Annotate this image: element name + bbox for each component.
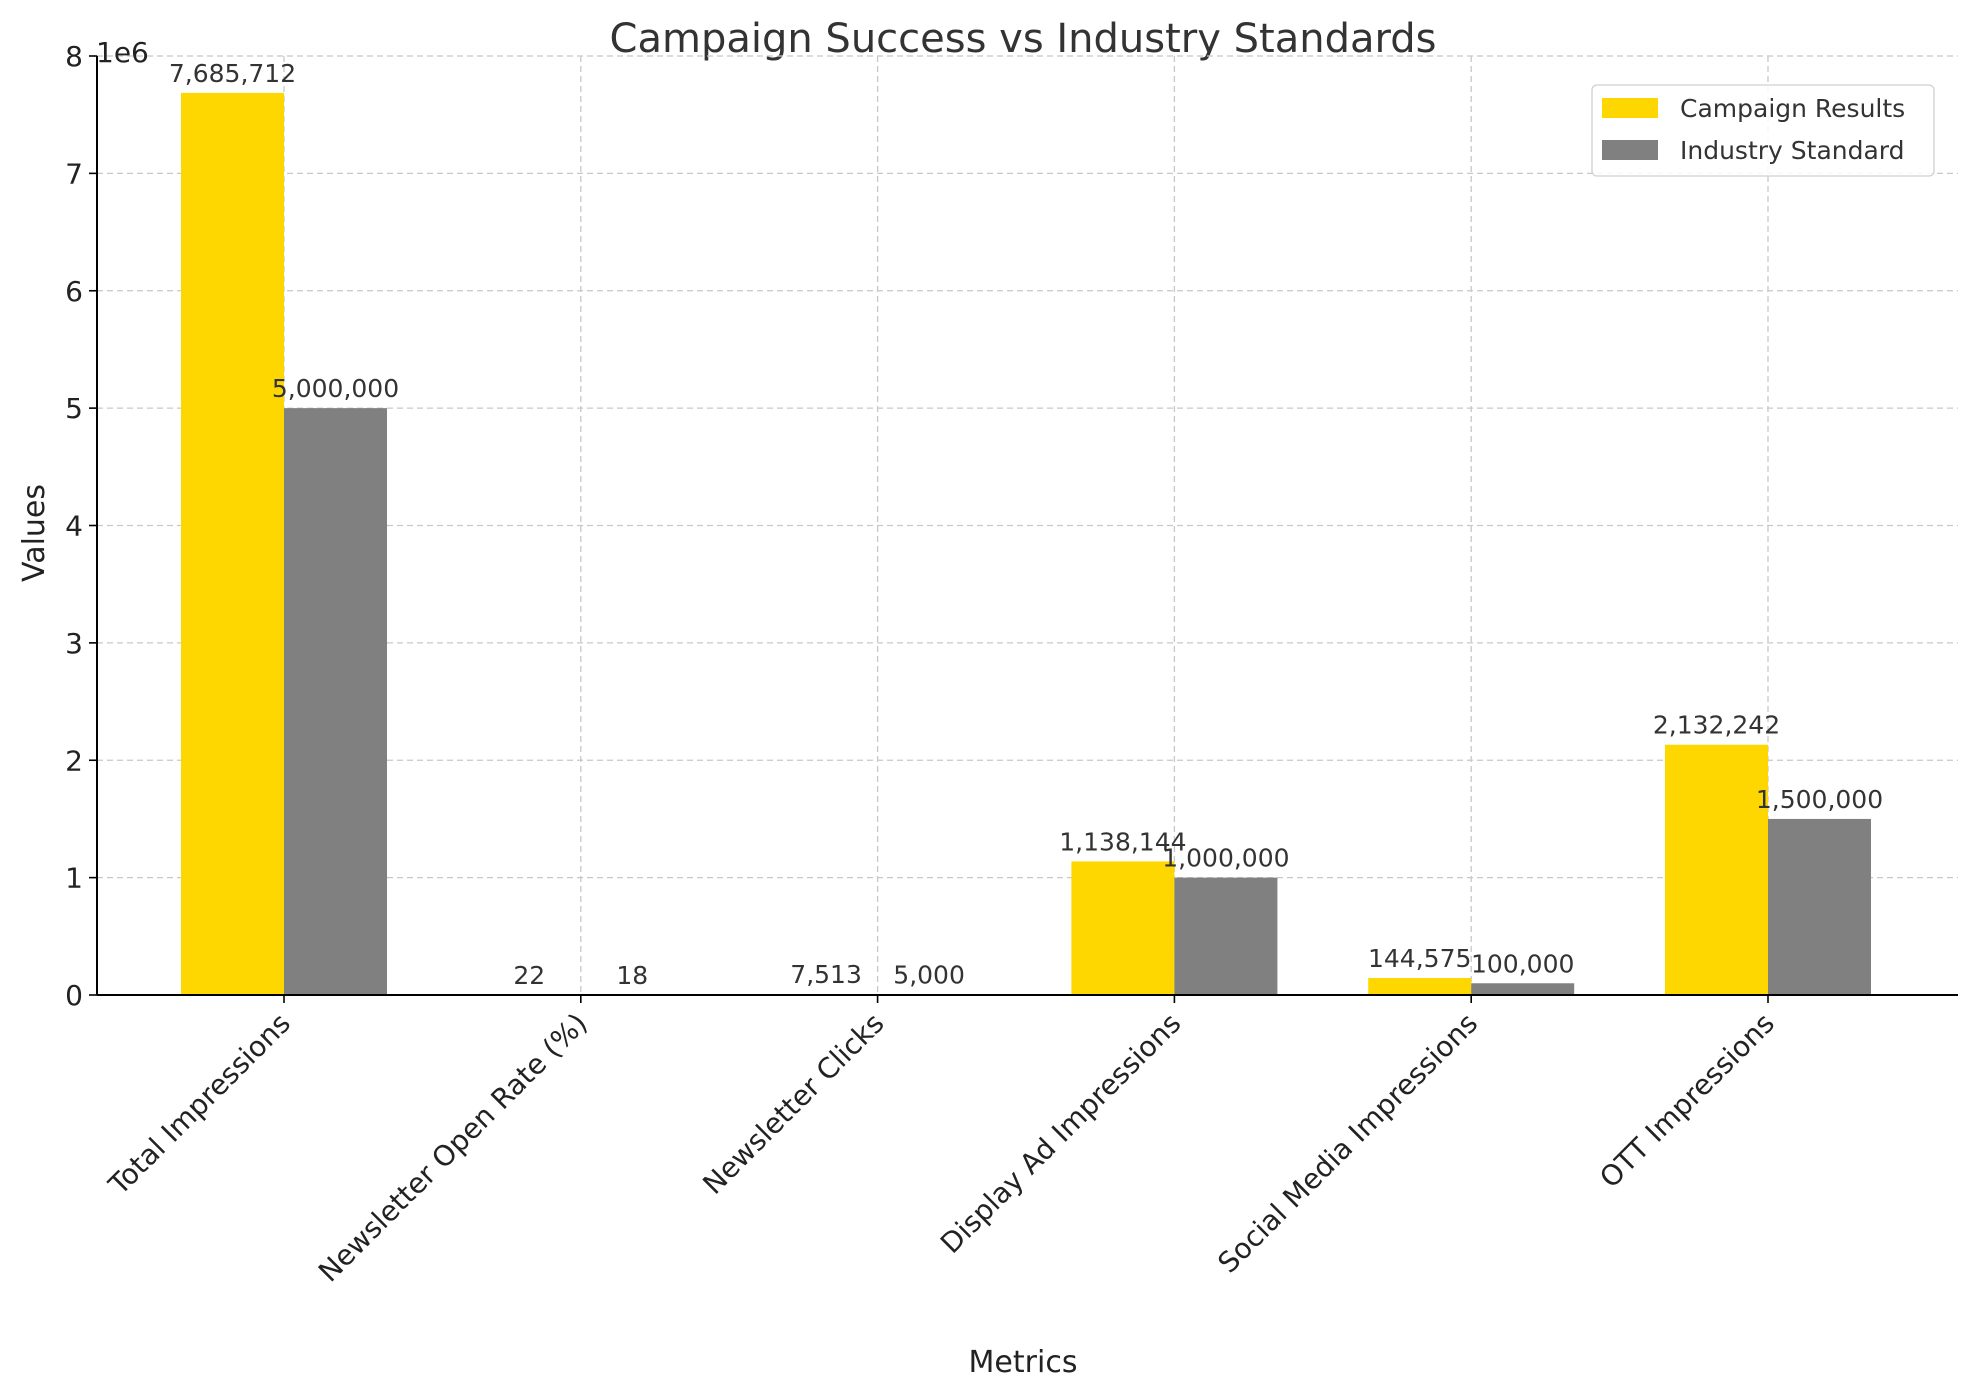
bar-campaign-results-social-media-impressions	[1368, 978, 1472, 995]
y-tick-label: 8	[65, 40, 83, 73]
x-tick-label-total-impressions: Total Impressions	[102, 1007, 297, 1202]
bar-label-industry-standard-ott-impressions: 1,500,000	[1756, 785, 1883, 814]
bar-industry-standard-display-ad-impressions	[1174, 877, 1278, 995]
bar-campaign-results-display-ad-impressions	[1071, 861, 1175, 995]
bar-campaign-results-total-impressions	[181, 92, 284, 996]
legend: Campaign Results Industry Standard	[1591, 84, 1935, 177]
bar-label-industry-standard-newsletter-open-rate: 18	[616, 961, 648, 990]
bar-label-campaign-results-total-impressions: 7,685,712	[169, 59, 296, 88]
x-tick-label-social-media-impressions: Social Media Impressions	[1211, 1007, 1484, 1280]
bar-label-campaign-results-display-ad-impressions: 1,138,144	[1059, 827, 1186, 856]
bar-label-industry-standard-newsletter-clicks: 5,000	[893, 960, 965, 989]
y-tick-label: 5	[65, 392, 83, 425]
bar-industry-standard-social-media-impressions	[1471, 983, 1575, 995]
y-tick-label: 7	[65, 157, 83, 190]
chart-title: Campaign Success vs Industry Standards	[610, 16, 1437, 62]
legend-frame	[1591, 84, 1935, 177]
bar-industry-standard-total-impressions	[284, 408, 387, 995]
legend-label-industry-standard: Industry Standard	[1680, 136, 1905, 165]
x-tick-label-newsletter-clicks: Newsletter Clicks	[696, 1007, 890, 1201]
y-tick-label: 3	[65, 627, 83, 660]
bar-label-campaign-results-newsletter-clicks: 7,513	[790, 960, 862, 989]
bar-label-industry-standard-total-impressions: 5,000,000	[272, 374, 399, 403]
bar-label-industry-standard-social-media-impressions: 100,000	[1471, 949, 1574, 978]
x-axis-label: Metrics	[969, 1345, 1078, 1380]
legend-label-campaign-results: Campaign Results	[1680, 94, 1905, 123]
bar-campaign-results-ott-impressions	[1665, 744, 1768, 995]
y-tick-label: 1	[65, 862, 83, 895]
bar-label-campaign-results-ott-impressions: 2,132,242	[1653, 711, 1780, 740]
y-axis-label: Values	[17, 484, 52, 582]
x-tick-label-display-ad-impressions: Display Ad Impressions	[934, 1007, 1187, 1260]
legend-swatch-campaign-results	[1602, 98, 1658, 118]
legend-swatch-industry-standard	[1602, 140, 1658, 160]
y-axis-scale-label: 1e6	[96, 36, 149, 69]
x-tick-label-ott-impressions: OTT Impressions	[1593, 1007, 1781, 1195]
y-tick-label: 0	[65, 979, 83, 1012]
y-tick-label: 6	[65, 275, 83, 308]
bar-labels: 7,685,712 22 7,513 1,138,144 144,575 2,132,24…	[169, 59, 1883, 990]
bar-label-campaign-results-newsletter-open-rate: 22	[513, 961, 545, 990]
bar-industry-standard-ott-impressions	[1768, 818, 1871, 995]
x-tick-label-newsletter-open-rate: Newsletter Open Rate (%)	[312, 1007, 594, 1289]
bar-label-campaign-results-social-media-impressions: 144,575	[1368, 944, 1471, 973]
bar-label-industry-standard-display-ad-impressions: 1,000,000	[1162, 844, 1289, 873]
y-tick-label: 2	[65, 744, 83, 777]
y-tick-label: 4	[65, 510, 83, 543]
bars	[181, 92, 1871, 996]
